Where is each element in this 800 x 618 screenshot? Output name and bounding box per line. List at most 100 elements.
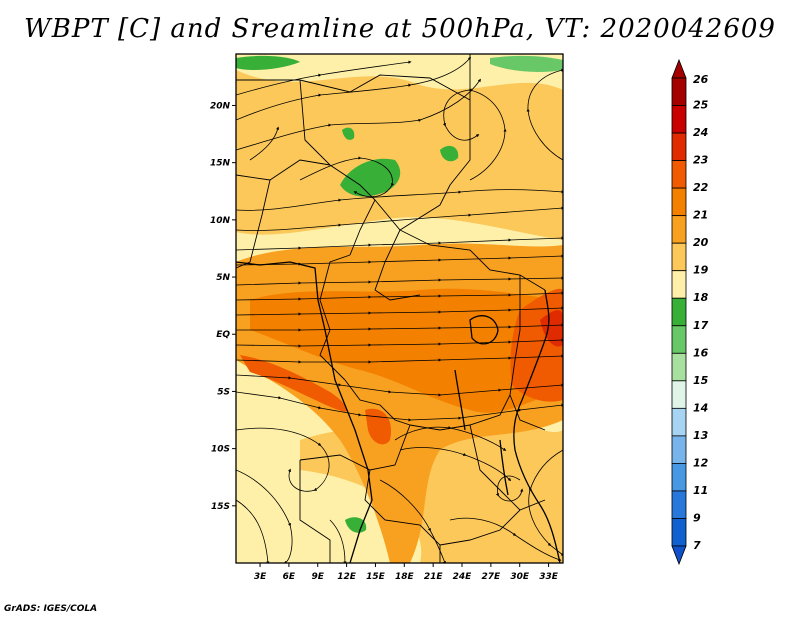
colorbar-segment <box>671 187 687 217</box>
streamline <box>236 323 563 332</box>
lat-tick-label: 10S <box>211 445 230 455</box>
streamline <box>299 156 395 198</box>
border-line <box>236 159 331 181</box>
streamline <box>394 426 507 451</box>
colorbar-label: 12 <box>693 456 709 469</box>
colorbar-segment <box>671 105 687 134</box>
grads-credit: GrADS: IGES/COLA <box>4 604 98 614</box>
colorbar-segment <box>671 352 687 382</box>
streamline <box>236 236 563 251</box>
wbpt-green-ne <box>440 145 459 162</box>
lon-tick-label: 18E <box>395 572 415 582</box>
colorbar-segment <box>671 242 687 272</box>
streamline <box>236 254 563 266</box>
wbpt-green-topright <box>490 55 563 72</box>
map-frame <box>235 53 564 564</box>
colorbar-label: 17 <box>693 319 709 332</box>
streamline <box>399 447 512 482</box>
colorbar-segment <box>671 77 687 106</box>
wbpt-light-north <box>236 70 563 240</box>
colorbar-label: 25 <box>693 99 709 112</box>
longitude-axis: 3E 6E 9E 12E 15E 18E 21E 24E 27E 30E 33E <box>254 563 559 582</box>
colorbar-label: 14 <box>693 401 708 414</box>
colorbar-label: 26 <box>693 73 709 86</box>
lat-tick-label: EQ <box>216 330 230 340</box>
colorbar-label: 9 <box>693 511 701 524</box>
streamline <box>495 475 524 502</box>
lat-tick-label: 15S <box>211 502 230 512</box>
lon-tick-label: 9E <box>312 572 325 582</box>
colorbar-label: 21 <box>693 209 708 222</box>
latitude-axis: 20N 15N 10N 5N EQ 5S 10S 15S <box>210 101 236 512</box>
streamline <box>236 189 563 211</box>
lat-tick-label: 10N <box>210 216 231 226</box>
streamline <box>236 206 563 231</box>
map-figure: 20N 15N 10N 5N EQ 5S 10S 15S 3E 6E 9E 12E 15E 18E 21E… <box>210 53 709 582</box>
colorbar-label: 19 <box>693 264 709 277</box>
colorbar-label: 23 <box>693 154 709 167</box>
colorbar-segment <box>671 380 687 409</box>
colorbar-segment <box>671 160 687 189</box>
colorbar-segment <box>671 435 687 464</box>
colorbar-segment <box>671 518 687 547</box>
colorbar-label: 22 <box>693 181 709 194</box>
streamline <box>236 427 330 492</box>
streamline <box>236 469 293 563</box>
lat-tick-label: 5N <box>216 273 230 283</box>
colorbar-label: 20 <box>693 236 709 249</box>
colorbar-segment <box>671 297 687 327</box>
lon-tick-label: 24E <box>453 572 473 582</box>
colorbar-max-arrow <box>671 58 687 79</box>
streamline <box>236 354 563 364</box>
colorbar-label: 15 <box>693 374 709 387</box>
lon-tick-label: 27E <box>482 572 502 582</box>
wbpt-green-top <box>236 55 300 70</box>
streamline <box>526 68 563 161</box>
lat-tick-label: 5S <box>217 387 230 397</box>
lon-tick-label: 3E <box>254 572 267 582</box>
colorbar-label: 7 <box>693 539 701 552</box>
lon-tick-label: 33E <box>539 572 559 582</box>
lon-tick-label: 6E <box>283 572 296 582</box>
lon-tick-label: 30E <box>510 572 530 582</box>
wbpt-field <box>236 54 563 563</box>
border-line <box>439 499 546 546</box>
colorbar-segment <box>671 407 687 437</box>
streamline <box>236 276 563 286</box>
streamline <box>379 479 446 563</box>
streamline <box>236 56 472 121</box>
streamline <box>236 374 563 397</box>
streamline <box>236 291 563 301</box>
colorbar-label: 16 <box>693 346 709 359</box>
streamline <box>449 517 562 562</box>
map-panel: 20N 15N 10N 5N EQ 5S 10S 15S 3E 6E 9E 12E 15E 18E 21E… <box>210 53 564 582</box>
lon-tick-label: 12E <box>337 572 357 582</box>
streamline <box>236 60 412 96</box>
streamline <box>442 88 507 181</box>
streamline <box>236 499 270 563</box>
lat-tick-label: 20N <box>210 101 231 111</box>
streamline <box>236 338 563 348</box>
streamline <box>236 391 563 422</box>
colorbar-segment <box>671 132 687 161</box>
colorbar-segment <box>671 215 687 244</box>
streamline <box>329 519 347 563</box>
streamlines <box>236 56 563 563</box>
colorbar-label: 13 <box>693 429 709 442</box>
colorbar-segment <box>671 490 687 519</box>
coastline <box>236 261 373 563</box>
streamline <box>236 306 563 316</box>
colorbar-min-arrow <box>671 545 687 566</box>
lat-tick-label: 15N <box>210 159 231 169</box>
colorbar: 26 25 24 23 22 21 20 19 18 17 16 15 14 13 12 11 9 7 <box>671 58 709 566</box>
colorbar-segment <box>671 463 687 492</box>
lon-tick-label: 21E <box>424 572 444 582</box>
colorbar-label: 24 <box>693 126 708 139</box>
map-title: WBPT [C] and Sreamline at 500hPa, VT: 20… <box>24 14 776 44</box>
streamline <box>249 126 280 161</box>
colorbar-label: 18 <box>693 291 709 304</box>
colorbar-segment <box>671 270 687 299</box>
lon-tick-label: 15E <box>366 572 386 582</box>
colorbar-label: 11 <box>693 484 708 497</box>
wbpt-green-nw <box>342 127 355 140</box>
